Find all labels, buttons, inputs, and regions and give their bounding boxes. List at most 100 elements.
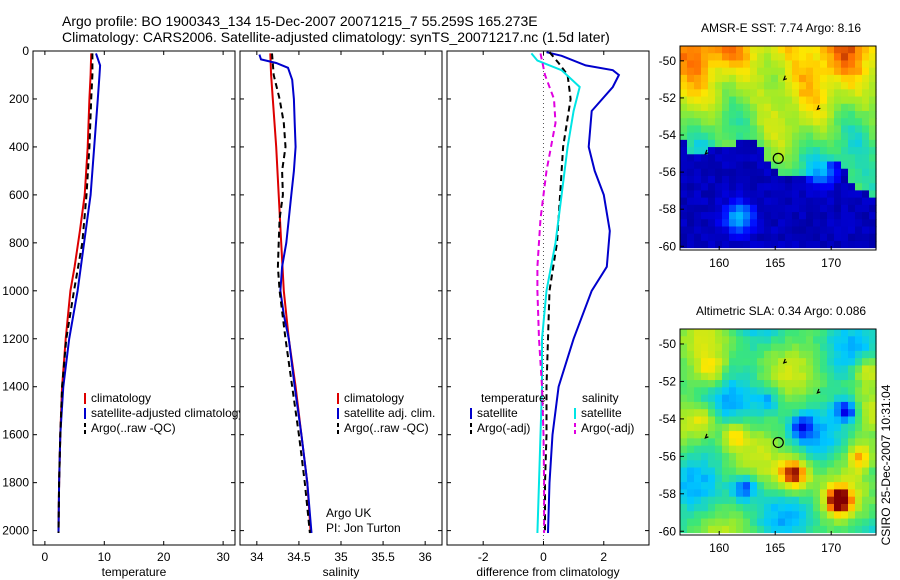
heatmap-cell <box>771 139 779 148</box>
heatmap-cell <box>855 445 863 454</box>
heatmap-cell <box>743 240 751 249</box>
heatmap-cell <box>694 365 702 374</box>
heatmap-cell <box>869 161 877 170</box>
y-tick-label: 0 <box>22 44 29 58</box>
heatmap-cell <box>806 431 814 439</box>
series-line-2 <box>258 54 313 534</box>
heatmap-cell <box>736 489 744 498</box>
heatmap-cell <box>764 154 772 163</box>
heatmap-cell <box>827 489 835 498</box>
heatmap-cell <box>806 240 814 249</box>
heatmap-cell <box>785 82 793 90</box>
heatmap-cell <box>841 380 849 388</box>
heatmap-cell <box>813 240 821 249</box>
heatmap-cell <box>834 489 842 498</box>
heatmap-cell <box>701 82 709 90</box>
heatmap-cell <box>701 489 709 498</box>
heatmap-cell <box>757 240 765 249</box>
heatmap-cell <box>841 219 849 228</box>
heatmap-cell <box>701 518 709 527</box>
heatmap-cell <box>862 409 870 418</box>
heatmap-cell <box>743 445 751 454</box>
heatmap-cell <box>771 511 779 520</box>
heatmap-cell <box>750 409 758 418</box>
heatmap-cell <box>855 350 863 359</box>
heatmap-cell <box>792 168 800 177</box>
heatmap-cell <box>848 74 856 83</box>
heatmap-cell <box>687 394 695 403</box>
heatmap-cell <box>799 82 807 90</box>
heatmap-cell <box>827 474 835 483</box>
heatmap-cell <box>771 496 779 505</box>
heatmap-cell <box>708 89 716 98</box>
heatmap-cell <box>862 503 870 512</box>
heatmap-cell <box>869 89 877 98</box>
heatmap-cell <box>694 103 702 112</box>
heatmap-cell <box>778 350 786 359</box>
heatmap-cell <box>862 365 870 374</box>
heatmap-cell <box>799 525 807 534</box>
heatmap-cell <box>827 445 835 454</box>
heatmap-cell <box>834 125 842 134</box>
heatmap-cell <box>778 380 786 388</box>
heatmap-cell <box>743 226 751 235</box>
heatmap-cell <box>743 387 751 396</box>
heatmap-cell <box>736 219 744 228</box>
heatmap-cell <box>687 197 695 206</box>
heatmap-cell <box>855 380 863 388</box>
heatmap-cell <box>771 329 779 337</box>
heatmap-cell <box>715 74 723 83</box>
heatmap-cell <box>687 387 695 396</box>
heatmap-cell <box>792 212 800 220</box>
heatmap-cell <box>771 103 779 112</box>
heatmap-cell <box>757 233 765 242</box>
heatmap-cell <box>834 409 842 418</box>
heatmap-cell <box>806 503 814 512</box>
heatmap-cell <box>722 74 730 83</box>
legend-item-1-label: satellite <box>477 406 518 420</box>
heatmap-cell <box>813 132 821 141</box>
heatmap-cell <box>729 219 737 228</box>
heatmap-cell <box>785 118 793 127</box>
plot-frame <box>32 50 236 546</box>
heatmap-cell <box>771 161 779 170</box>
heatmap-cell <box>806 329 814 337</box>
heatmap-cell <box>841 482 849 490</box>
heatmap-cell <box>771 525 779 534</box>
heatmap-cell <box>750 452 758 461</box>
series-line-3 <box>57 53 94 534</box>
heatmap-cell <box>757 168 765 177</box>
heatmap-cell <box>694 409 702 418</box>
heatmap-cell <box>750 365 758 374</box>
heatmap-cell <box>869 132 877 141</box>
heatmap-cell <box>855 110 863 119</box>
heatmap-cell <box>680 467 688 476</box>
heatmap-cell <box>806 168 814 177</box>
heatmap-cell <box>736 525 744 534</box>
heatmap-cell <box>785 74 793 83</box>
heatmap-cell <box>715 336 723 345</box>
heatmap-cell <box>701 53 709 62</box>
y-tick-label: -58 <box>659 487 677 501</box>
heatmap-cell <box>785 496 793 505</box>
heatmap-cell <box>813 423 821 432</box>
heatmap-cell <box>806 452 814 461</box>
heatmap-cell <box>869 460 877 469</box>
heatmap-cell <box>827 380 835 388</box>
heatmap-cell <box>715 46 723 54</box>
heatmap-cell <box>750 496 758 505</box>
heatmap-cell <box>736 358 744 367</box>
x-tick-label: 10 <box>98 550 112 564</box>
heatmap-cell <box>687 46 695 54</box>
heatmap-cell <box>722 511 730 520</box>
heatmap-cell <box>687 336 695 345</box>
heatmap-cell <box>729 350 737 359</box>
heatmap-cell <box>722 416 730 425</box>
heatmap-cell <box>778 409 786 418</box>
heatmap-cell <box>736 212 744 220</box>
heatmap-cell <box>848 60 856 69</box>
heatmap-cell <box>694 175 702 184</box>
argo-position-marker <box>772 436 784 449</box>
heatmap-cell <box>841 154 849 163</box>
heatmap-cell <box>708 489 716 498</box>
